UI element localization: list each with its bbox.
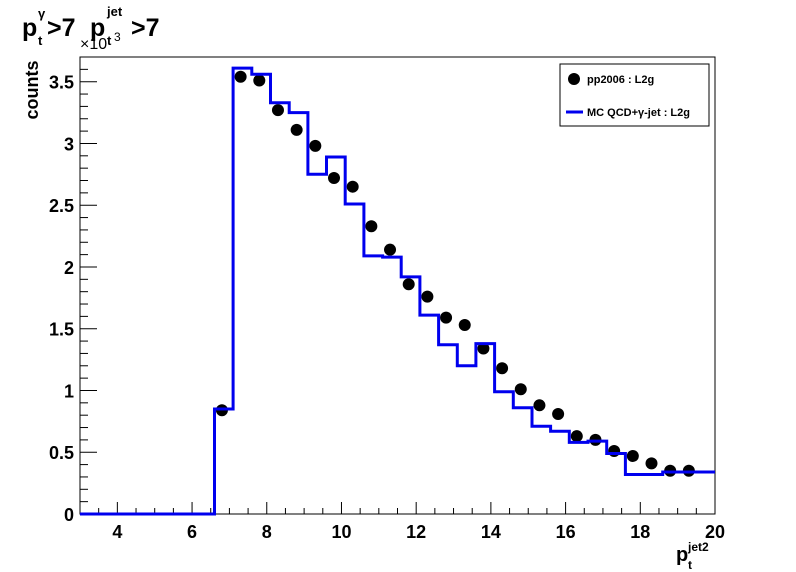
data-point	[421, 290, 434, 303]
y-tick-label: 3	[64, 134, 74, 154]
data-point	[271, 104, 284, 117]
data-point	[626, 449, 639, 462]
xlabel-base: p	[676, 544, 689, 566]
x-tick-label: 20	[705, 522, 725, 542]
title-pt-jet: p	[90, 14, 106, 42]
scale-exponent: 3	[114, 30, 121, 44]
title-gamma-sup: γ	[38, 6, 46, 21]
data-point	[496, 362, 509, 375]
data-point	[402, 278, 415, 291]
data-point	[309, 139, 322, 152]
x-tick-label: 16	[556, 522, 576, 542]
xlabel-sup: jet2	[688, 540, 709, 554]
x-ticks: 4 6 8 10 12 14 16 18 20	[79, 502, 725, 542]
legend-label-pp2006: pp2006 : L2g	[587, 74, 654, 86]
y-axis-label: counts	[22, 60, 42, 119]
title-cut-1: >7	[47, 14, 76, 42]
data-point	[645, 457, 658, 470]
legend-label-mc: MC QCD+γ-jet : L2g	[587, 107, 690, 119]
legend-box	[559, 63, 710, 127]
data-point	[533, 399, 546, 412]
data-point	[328, 172, 340, 185]
data-point	[346, 180, 359, 193]
data-point	[253, 74, 266, 87]
data-point	[440, 311, 453, 324]
y-tick-label: 1	[64, 381, 74, 401]
legend: pp2006 : L2g MC QCD+γ-jet : L2g	[559, 63, 710, 127]
title-t-sub-2: t	[107, 33, 112, 48]
x-tick-label: 10	[331, 522, 351, 542]
data-point	[290, 123, 303, 136]
y-tick-label: 3.5	[49, 73, 74, 93]
mc-histogram-line	[80, 66, 715, 516]
data-point	[570, 430, 583, 443]
data-point	[458, 319, 471, 332]
data-point	[552, 407, 565, 420]
xlabel-sub: t	[688, 558, 692, 572]
x-tick-label: 18	[630, 522, 650, 542]
scale-prefix: ×10	[80, 36, 108, 53]
y-ticks: 0 0.5 1 1.5 2 2.5 3 3.5	[49, 56, 97, 525]
data-point	[384, 243, 397, 256]
x-tick-label: 6	[187, 522, 197, 542]
y-tick-label: 0	[64, 505, 74, 525]
x-tick-label: 4	[112, 522, 122, 542]
data-point	[234, 70, 247, 83]
y-tick-label: 0.5	[49, 443, 74, 463]
y-tick-label: 1.5	[49, 320, 74, 340]
data-point	[608, 445, 621, 458]
data-point	[477, 342, 490, 355]
title-jet-sup: jet	[107, 4, 123, 19]
title-cut-2: >7	[131, 14, 160, 42]
x-tick-label: 12	[406, 522, 426, 542]
x-tick-label: 14	[481, 522, 501, 542]
x-tick-label: 8	[262, 522, 272, 542]
y-tick-label: 2.5	[49, 196, 74, 216]
series	[80, 66, 715, 516]
y-tick-label: 2	[64, 258, 74, 278]
data-point	[514, 383, 527, 396]
title-t-sub-1: t	[38, 33, 43, 48]
title-pt-gamma: p	[22, 14, 38, 42]
data-point	[365, 220, 378, 233]
plot-frame	[79, 56, 716, 515]
legend-marker-pp2006	[568, 73, 580, 85]
